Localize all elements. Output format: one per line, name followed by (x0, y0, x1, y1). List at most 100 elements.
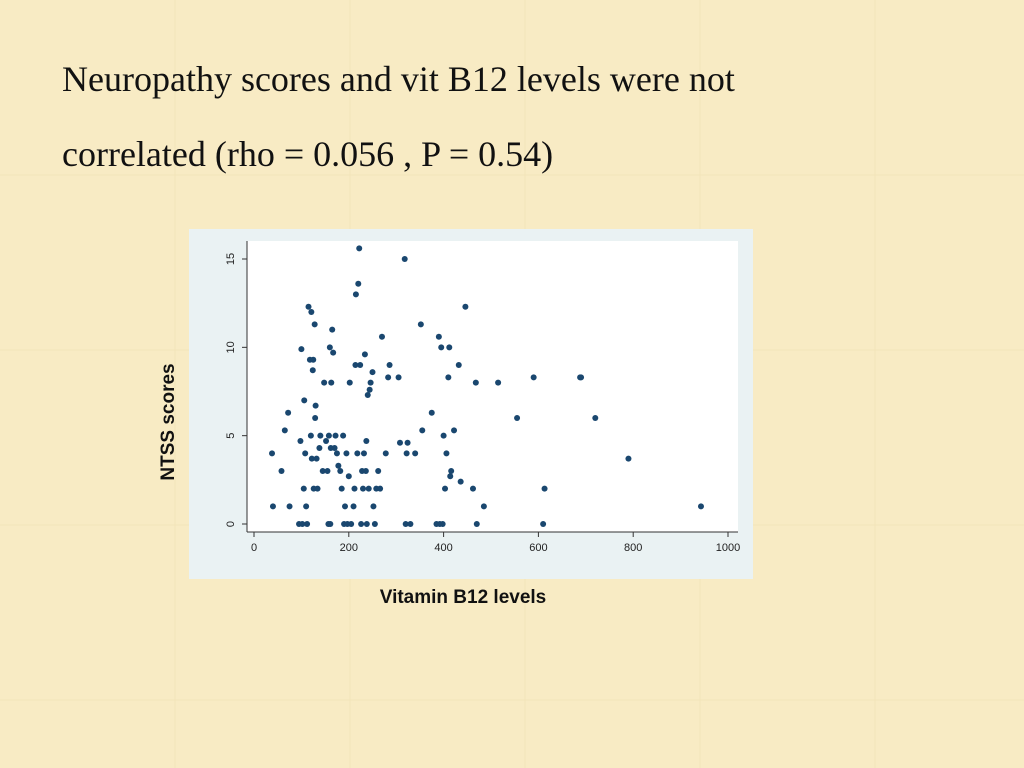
data-point (335, 462, 342, 469)
data-point (297, 437, 304, 444)
data-point (363, 437, 370, 444)
data-point (451, 427, 458, 434)
data-point (365, 485, 372, 492)
data-point (333, 450, 340, 457)
slide-title-line-2: correlated (rho = 0.056 , P = 0.54) (62, 134, 554, 174)
data-point (286, 503, 293, 510)
data-point (300, 485, 307, 492)
data-point (309, 367, 316, 374)
data-point (462, 303, 469, 310)
data-point (361, 351, 368, 358)
data-point (382, 450, 389, 457)
data-point (377, 485, 384, 492)
data-point (625, 455, 632, 462)
data-point (313, 455, 320, 462)
data-point (417, 321, 424, 328)
data-point (327, 521, 334, 527)
data-point (312, 402, 319, 409)
data-point (401, 256, 408, 262)
data-point (473, 521, 480, 527)
data-point (358, 521, 365, 527)
data-point (302, 450, 309, 457)
data-point (385, 374, 392, 381)
data-point (480, 503, 487, 510)
data-point (514, 415, 521, 421)
data-point (443, 450, 450, 457)
data-point (355, 280, 362, 287)
data-point (439, 521, 446, 527)
data-point (308, 455, 315, 462)
data-point (346, 379, 353, 386)
data-point (281, 427, 288, 434)
data-point (438, 344, 445, 351)
data-point (350, 503, 357, 510)
data-point (375, 468, 382, 474)
data-point (472, 379, 479, 386)
data-point (395, 374, 402, 381)
data-point (402, 521, 409, 527)
data-point (343, 450, 350, 457)
data-point (305, 303, 312, 310)
data-point (362, 468, 369, 474)
data-point (363, 521, 370, 527)
data-point (360, 450, 367, 457)
data-point (329, 326, 336, 333)
data-point (301, 397, 308, 404)
data-point (403, 450, 410, 457)
data-point (304, 521, 311, 527)
data-point (303, 503, 310, 510)
data-point (357, 362, 364, 368)
data-point (352, 291, 359, 298)
y-axis-label: NTSS scores (158, 363, 179, 481)
data-points (269, 245, 704, 527)
data-point (697, 503, 704, 510)
x-tick-label: 800 (624, 542, 642, 554)
data-point (578, 374, 585, 381)
data-point (367, 379, 374, 386)
data-point (331, 445, 338, 452)
data-point (352, 362, 359, 368)
data-point (364, 392, 371, 399)
data-point (445, 374, 452, 381)
data-point (316, 445, 323, 452)
data-point (370, 503, 377, 510)
data-point (269, 450, 276, 457)
data-point (371, 521, 378, 527)
data-point (419, 427, 426, 434)
data-point (540, 521, 547, 527)
data-point (307, 432, 314, 439)
data-point (469, 485, 476, 492)
data-point (311, 321, 318, 328)
data-point (360, 485, 367, 492)
data-point (442, 485, 449, 492)
data-point (340, 432, 347, 439)
data-point (446, 344, 453, 351)
data-point (278, 468, 285, 474)
data-point (298, 346, 305, 353)
data-point (351, 485, 358, 492)
data-point (455, 362, 462, 368)
x-axis-label: Vitamin B12 levels (379, 587, 547, 608)
data-point (448, 468, 455, 474)
data-point (325, 432, 332, 439)
data-point (412, 450, 419, 457)
plot-area (247, 241, 738, 532)
data-point (312, 415, 319, 421)
data-point (592, 415, 599, 421)
data-point (321, 379, 328, 386)
data-point (345, 473, 352, 480)
y-tick-label: 5 (225, 433, 237, 439)
data-point (342, 503, 349, 510)
y-tick-label: 10 (225, 341, 237, 353)
data-point (317, 432, 324, 439)
data-point (404, 439, 411, 446)
slide-title-line-1: Neuropathy scores and vit B12 levels wer… (62, 59, 735, 99)
x-tick-label: 200 (340, 542, 358, 554)
data-point (324, 468, 331, 474)
y-tick-label: 0 (225, 521, 237, 527)
data-point (299, 521, 306, 527)
data-point (369, 369, 376, 376)
data-point (310, 356, 317, 363)
data-point (378, 333, 385, 340)
